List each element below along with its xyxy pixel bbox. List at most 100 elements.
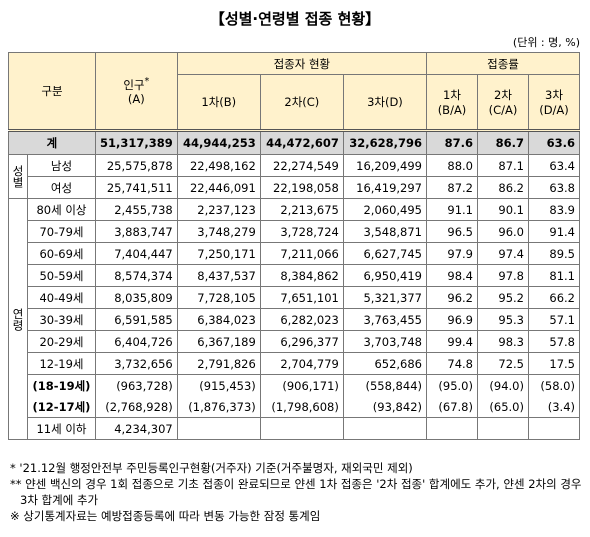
row-label: 30-39세: [27, 308, 96, 331]
cell: (3.4): [528, 396, 580, 418]
header-cell: 인구* (A): [94, 52, 178, 131]
cell: 2,213,675: [259, 198, 344, 221]
row: (18-19세) (963,728) (915,453) (906,171) (558,…: [9, 374, 580, 396]
row-label: (18-19세): [27, 374, 96, 396]
cell: 22,198,058: [259, 176, 344, 199]
cell: 63.4: [528, 154, 580, 177]
row: 11세 이하 4,234,307: [9, 417, 580, 440]
cell: 2,455,738: [94, 198, 178, 221]
cell: 86.7: [477, 129, 529, 155]
header-cell: 접종자 현황: [176, 52, 428, 75]
cell: (1,876,373): [176, 396, 261, 418]
note: ** 얀센 백신의 경우 1회 접종으로 기초 접종이 완료되므로 얀센 1차 …: [10, 477, 582, 507]
row: 여성 25,741,511 22,446,091 22,198,058 16,419,2…: [9, 176, 580, 199]
header-text: (C/A): [488, 103, 518, 117]
group-label: 성별: [8, 154, 28, 199]
header-cell: 접종률: [426, 52, 580, 75]
cell: 5,321,377: [342, 286, 428, 309]
title: 【성별·연령별 접종 현황】: [209, 10, 381, 28]
cell: (2,768,928): [94, 396, 178, 418]
group-label: 연령: [8, 198, 28, 440]
cell: 44,944,253: [176, 129, 261, 155]
cell: 7,728,105: [176, 286, 261, 309]
cell: 2,060,495: [342, 198, 428, 221]
row-label: 11세 이하: [27, 417, 96, 440]
cell: 25,741,511: [94, 176, 178, 199]
cell: 7,211,066: [259, 242, 344, 265]
header-text: 3차: [545, 88, 563, 102]
cell: (963,728): [94, 374, 178, 396]
row-label: 60-69세: [27, 242, 96, 265]
unit: (단위 : 명, %): [512, 36, 580, 49]
cell: 17.5: [528, 352, 580, 375]
row: 40-49세 8,035,809 7,728,105 7,651,101 5,321,3…: [9, 286, 580, 309]
cell: 3,728,724: [259, 220, 344, 243]
cell: 22,274,549: [259, 154, 344, 177]
row: (12-17세) (2,768,928) (1,876,373) (1,798,608…: [9, 396, 580, 418]
row: 70-79세 3,883,747 3,748,279 3,728,724 3,548,8…: [9, 220, 580, 243]
cell: (94.0): [477, 374, 529, 396]
row-label: 70-79세: [27, 220, 96, 243]
cell: 97.4: [477, 242, 529, 265]
cell: (65.0): [477, 396, 529, 418]
cell: 72.5: [477, 352, 529, 375]
cell: 74.8: [426, 352, 478, 375]
cell: 7,250,171: [176, 242, 261, 265]
cell: [528, 417, 580, 440]
cell: 81.1: [528, 264, 580, 287]
cell: 97.9: [426, 242, 478, 265]
cell: 8,574,374: [94, 264, 178, 287]
cell: 32,628,796: [342, 129, 428, 155]
cell: 91.4: [528, 220, 580, 243]
cell: 97.8: [477, 264, 529, 287]
cell: 3,748,279: [176, 220, 261, 243]
cell: 3,732,656: [94, 352, 178, 375]
cell: 83.9: [528, 198, 580, 221]
row: 50-59세 8,574,374 8,437,537 8,384,862 6,950,4…: [9, 264, 580, 287]
cell: (93,842): [342, 396, 428, 418]
cell: [259, 417, 344, 440]
header-text: (D/A): [539, 103, 569, 117]
cell: 88.0: [426, 154, 478, 177]
cell: (1,798,608): [259, 396, 344, 418]
cell: (67.8): [426, 396, 478, 418]
row-label: 여성: [27, 176, 96, 199]
cell: 44,472,607: [259, 129, 344, 155]
cell: 3,763,455: [342, 308, 428, 331]
header-text: 2차: [494, 88, 512, 102]
cell: 2,704,779: [259, 352, 344, 375]
cell: 6,367,189: [176, 330, 261, 353]
cell: 6,282,023: [259, 308, 344, 331]
cell: 8,035,809: [94, 286, 178, 309]
cell: 63.8: [528, 176, 580, 199]
row: 30-39세 6,591,585 6,384,023 6,282,023 3,763,4…: [9, 308, 580, 331]
cell: (915,453): [176, 374, 261, 396]
cell: 96.2: [426, 286, 478, 309]
cell: 22,498,162: [176, 154, 261, 177]
cell: 91.1: [426, 198, 478, 221]
cell: 652,686: [342, 352, 428, 375]
cell: 6,404,726: [94, 330, 178, 353]
header-cell: 구분: [8, 52, 96, 131]
table: 구분 인구* (A) 접종자 현황 접종률 1차(B) 2차(C) 3차(D) 1차 (B/A) 2…: [8, 52, 580, 440]
cell: 4,234,307: [94, 417, 178, 440]
header-cell: 2차(C): [259, 74, 344, 131]
header-cell: 1차 (B/A): [426, 74, 478, 131]
cell: 95.2: [477, 286, 529, 309]
cell: 2,237,123: [176, 198, 261, 221]
total-row: 계 51,317,389 44,944,253 44,472,607 32,628,79…: [8, 129, 580, 155]
cell: (906,171): [259, 374, 344, 396]
header-row: 1차(B) 2차(C) 3차(D) 1차 (B/A) 2차 (C/A) 3차 (D/A): [9, 74, 580, 131]
row-label: 20-29세: [27, 330, 96, 353]
cell: 6,950,419: [342, 264, 428, 287]
cell: 7,404,447: [94, 242, 178, 265]
cell: 66.2: [528, 286, 580, 309]
cell: [342, 417, 428, 440]
cell: 3,703,748: [342, 330, 428, 353]
header-cell: 3차(D): [342, 74, 428, 131]
row-label: 12-19세: [27, 352, 96, 375]
cell: 6,591,585: [94, 308, 178, 331]
cell: [477, 417, 529, 440]
row-label: 남성: [27, 154, 96, 177]
cell: 98.3: [477, 330, 529, 353]
